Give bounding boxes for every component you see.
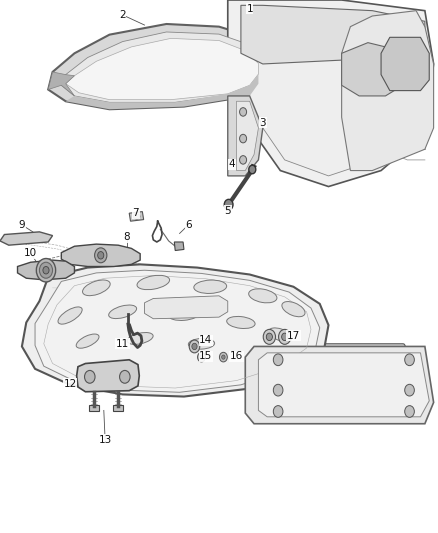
Circle shape	[36, 259, 56, 282]
Ellipse shape	[194, 280, 226, 294]
Circle shape	[120, 370, 130, 383]
Circle shape	[198, 352, 205, 362]
Polygon shape	[342, 11, 434, 171]
Ellipse shape	[188, 338, 215, 349]
Circle shape	[95, 248, 107, 263]
Polygon shape	[61, 32, 267, 102]
Ellipse shape	[227, 317, 255, 328]
Circle shape	[43, 266, 49, 274]
Circle shape	[263, 329, 276, 344]
Polygon shape	[174, 242, 184, 251]
Circle shape	[240, 156, 247, 164]
FancyBboxPatch shape	[89, 405, 99, 411]
Text: 17: 17	[287, 331, 300, 341]
Ellipse shape	[76, 334, 99, 348]
Text: 15: 15	[199, 351, 212, 361]
Circle shape	[85, 370, 95, 383]
Polygon shape	[22, 264, 328, 397]
Polygon shape	[61, 244, 140, 266]
Ellipse shape	[137, 276, 170, 289]
Circle shape	[405, 384, 414, 396]
Circle shape	[98, 252, 104, 259]
Polygon shape	[129, 212, 144, 221]
Circle shape	[405, 406, 414, 417]
Circle shape	[222, 355, 225, 359]
Text: 14: 14	[199, 335, 212, 345]
Text: 1: 1	[246, 4, 253, 13]
Polygon shape	[342, 43, 403, 96]
Circle shape	[192, 343, 197, 350]
Ellipse shape	[282, 302, 305, 317]
Text: 7: 7	[132, 208, 139, 218]
Ellipse shape	[109, 305, 137, 319]
Polygon shape	[66, 74, 258, 109]
Ellipse shape	[169, 309, 199, 320]
Text: 6: 6	[185, 220, 192, 230]
Circle shape	[279, 329, 291, 344]
Circle shape	[39, 262, 53, 278]
Polygon shape	[48, 24, 280, 109]
Polygon shape	[77, 360, 139, 392]
Text: 13: 13	[99, 435, 112, 445]
Polygon shape	[48, 72, 74, 96]
Polygon shape	[245, 346, 434, 424]
Circle shape	[240, 108, 247, 116]
Ellipse shape	[133, 214, 140, 219]
Text: 12: 12	[64, 379, 77, 389]
Polygon shape	[258, 353, 429, 417]
Circle shape	[240, 134, 247, 143]
Circle shape	[273, 406, 283, 417]
Text: 8: 8	[124, 232, 131, 242]
Text: 3: 3	[259, 118, 266, 127]
Circle shape	[189, 340, 200, 353]
Circle shape	[405, 354, 414, 366]
Polygon shape	[245, 11, 425, 176]
Text: 5: 5	[224, 206, 231, 215]
Polygon shape	[145, 296, 228, 319]
Circle shape	[224, 199, 233, 210]
Circle shape	[266, 333, 272, 341]
Circle shape	[273, 384, 283, 396]
Text: 9: 9	[18, 220, 25, 230]
Ellipse shape	[58, 307, 82, 324]
Circle shape	[282, 333, 288, 341]
Circle shape	[249, 165, 256, 174]
Polygon shape	[0, 232, 53, 245]
Polygon shape	[241, 5, 425, 64]
Text: 11: 11	[116, 339, 129, 349]
Ellipse shape	[127, 333, 153, 344]
Text: 10: 10	[24, 248, 37, 258]
Polygon shape	[66, 38, 258, 100]
Polygon shape	[18, 260, 74, 280]
Ellipse shape	[82, 280, 110, 296]
Polygon shape	[228, 96, 263, 176]
Text: 16: 16	[230, 351, 243, 361]
Polygon shape	[35, 270, 320, 392]
Ellipse shape	[268, 328, 292, 342]
Text: 4: 4	[229, 159, 236, 169]
Polygon shape	[228, 0, 434, 187]
Circle shape	[219, 352, 227, 362]
Polygon shape	[381, 37, 429, 91]
Polygon shape	[237, 101, 258, 171]
FancyBboxPatch shape	[287, 373, 405, 398]
Circle shape	[200, 355, 203, 359]
Circle shape	[273, 354, 283, 366]
Text: 2: 2	[119, 10, 126, 20]
FancyBboxPatch shape	[113, 405, 123, 411]
FancyBboxPatch shape	[287, 344, 405, 370]
Ellipse shape	[249, 289, 277, 303]
